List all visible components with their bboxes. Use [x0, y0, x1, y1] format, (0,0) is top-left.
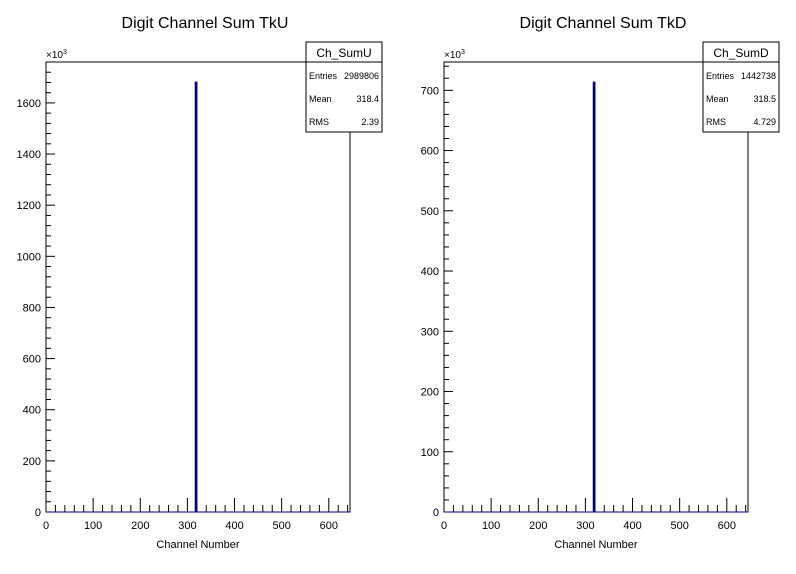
- chart-title: Digit Channel Sum TkD: [520, 15, 687, 32]
- x-tick-label: 0: [441, 520, 447, 532]
- stats-row-label: Mean: [309, 94, 332, 104]
- plot-frame: [45, 61, 351, 513]
- stats-row-label: RMS: [706, 117, 726, 127]
- stats-row-value: 1442738: [741, 71, 776, 81]
- stats-box: [702, 41, 780, 133]
- stats-row-value: 4.729: [753, 117, 776, 127]
- x-tick-label: 500: [670, 520, 688, 532]
- plot-frame: [443, 61, 749, 513]
- x-tick-label: 0: [43, 520, 49, 532]
- y-tick-label: 1600: [17, 98, 41, 110]
- stats-box-name: Ch_SumD: [713, 46, 769, 60]
- x-tick-label: 100: [84, 520, 102, 532]
- x-tick-label: 200: [529, 520, 547, 532]
- x-tick-label: 200: [131, 520, 149, 532]
- pad-left: Digit Channel Sum TkU ×103 0 100 200 300 400 50…: [17, 15, 383, 551]
- y-multiplier-label: ×103: [444, 49, 465, 61]
- stats-box-name: Ch_SumU: [316, 46, 371, 60]
- stats-row-label: Entries: [309, 71, 338, 81]
- stats-row-label: Mean: [706, 94, 729, 104]
- stats-row-value: 318.4: [356, 94, 379, 104]
- y-tick-label: 600: [23, 354, 41, 366]
- y-tick-label: 400: [23, 405, 41, 417]
- x-tick-label: 600: [320, 520, 338, 532]
- y-tick-label: 0: [433, 507, 439, 519]
- stats-row-label: RMS: [309, 117, 329, 127]
- histogram-bin: [194, 81, 198, 512]
- y-multiplier-exponent: 3: [461, 49, 465, 56]
- y-multiplier-label: ×103: [46, 49, 67, 61]
- stats-row-value: 2989806: [344, 71, 379, 81]
- x-axis-title: Channel Number: [156, 539, 239, 551]
- stats-box: [305, 41, 383, 133]
- x-tick-label: 500: [272, 520, 290, 532]
- histogram-bin: [592, 81, 596, 512]
- stats-row-label: Entries: [706, 71, 735, 81]
- y-tick-label: 200: [23, 456, 41, 468]
- y-tick-label: 100: [421, 447, 439, 459]
- y-tick-label: 400: [421, 266, 439, 278]
- y-tick-label: 1400: [17, 149, 41, 161]
- x-tick-label: 400: [623, 520, 641, 532]
- x-tick-label: 300: [178, 520, 196, 532]
- y-tick-label: 600: [421, 146, 439, 158]
- x-tick-label: 400: [225, 520, 243, 532]
- y-tick-label: 700: [421, 85, 439, 97]
- y-tick-label: 500: [421, 206, 439, 218]
- stats-row-value: 2.39: [361, 117, 379, 127]
- y-multiplier-base: ×10: [46, 50, 63, 61]
- x-tick-label: 600: [718, 520, 736, 532]
- y-tick-label: 200: [421, 387, 439, 399]
- y-tick-label: 0: [35, 507, 41, 519]
- y-multiplier-base: ×10: [444, 50, 461, 61]
- chart-title: Digit Channel Sum TkU: [122, 15, 289, 32]
- y-tick-label: 1200: [17, 200, 41, 212]
- pad-right: Digit Channel Sum TkD ×103 0 100 200 300 400 50…: [421, 15, 780, 551]
- x-tick-label: 100: [482, 520, 500, 532]
- y-tick-label: 300: [421, 326, 439, 338]
- y-tick-label: 1000: [17, 251, 41, 263]
- stats-row-value: 318.5: [753, 94, 776, 104]
- x-axis-title: Channel Number: [554, 539, 637, 551]
- y-multiplier-exponent: 3: [63, 49, 67, 56]
- x-tick-label: 300: [576, 520, 594, 532]
- y-tick-label: 800: [23, 302, 41, 314]
